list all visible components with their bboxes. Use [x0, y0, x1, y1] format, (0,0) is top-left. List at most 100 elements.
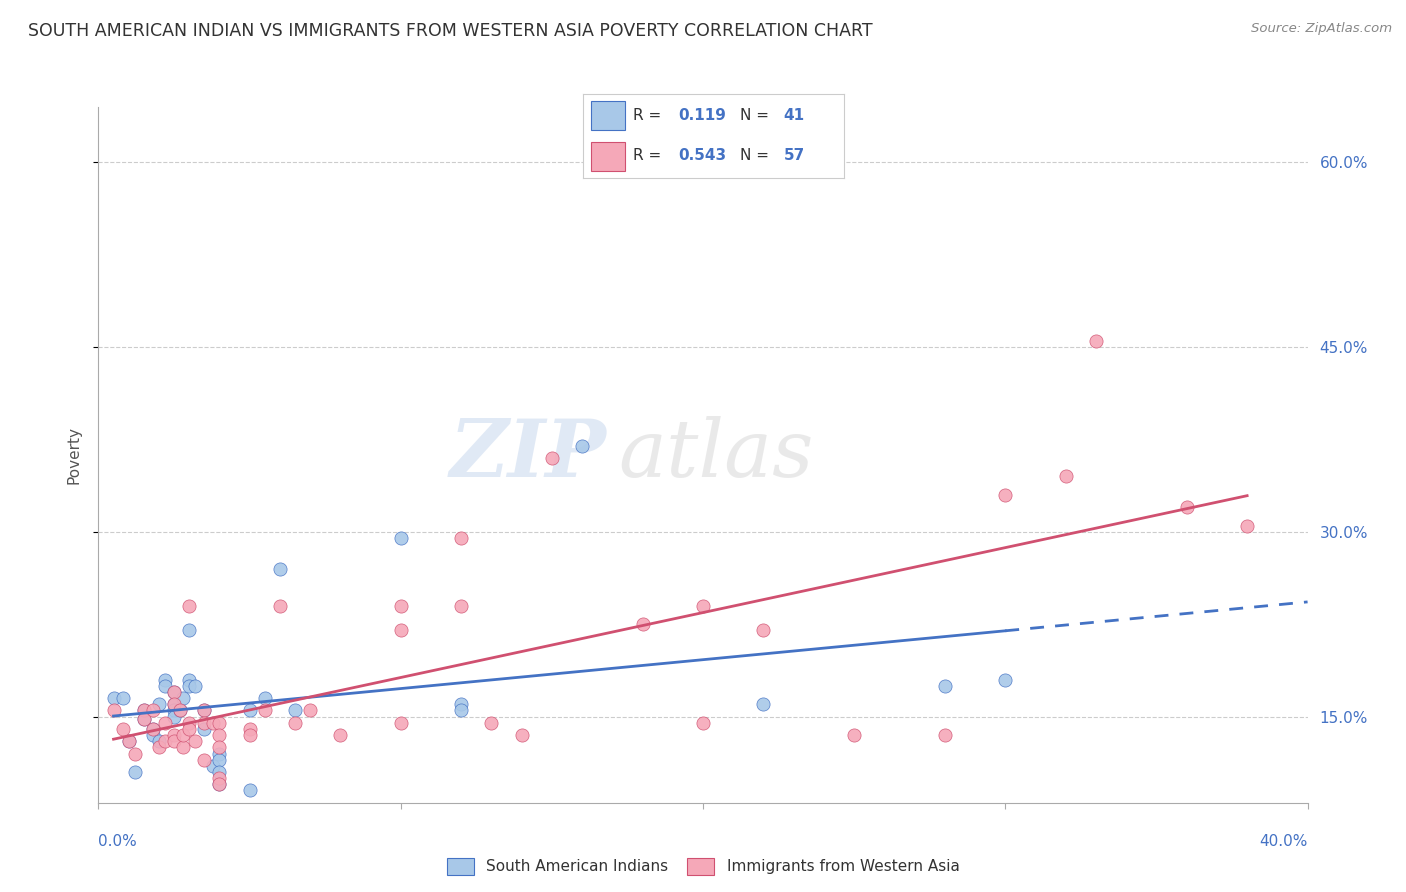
Point: [179, 679, 201, 693]
Point: [284, 703, 307, 717]
Point: [103, 691, 125, 706]
Point: [179, 599, 201, 613]
Text: SOUTH AMERICAN INDIAN VS IMMIGRANTS FROM WESTERN ASIA POVERTY CORRELATION CHART: SOUTH AMERICAN INDIAN VS IMMIGRANTS FROM…: [28, 22, 873, 40]
Text: 40.0%: 40.0%: [1260, 834, 1308, 849]
Text: 57: 57: [783, 148, 806, 163]
Point: [169, 703, 191, 717]
Point: [132, 712, 155, 726]
Point: [208, 728, 231, 742]
Point: [692, 715, 714, 730]
Point: [193, 722, 215, 736]
Point: [994, 488, 1017, 502]
Point: [163, 703, 186, 717]
Point: [1175, 500, 1198, 515]
Point: [253, 691, 276, 706]
Point: [481, 715, 503, 730]
Point: [118, 734, 141, 748]
Point: [1085, 334, 1108, 348]
Text: ZIP: ZIP: [450, 417, 606, 493]
Point: [111, 722, 134, 736]
Point: [184, 734, 207, 748]
Point: [450, 703, 472, 717]
Point: [142, 703, 165, 717]
Point: [172, 691, 194, 706]
Text: N =: N =: [740, 148, 773, 163]
Point: [132, 703, 155, 717]
Point: [450, 531, 472, 545]
Text: N =: N =: [740, 108, 773, 123]
Y-axis label: Poverty: Poverty: [66, 425, 82, 484]
Point: [153, 734, 176, 748]
Point: [111, 691, 134, 706]
FancyBboxPatch shape: [592, 102, 626, 130]
Text: 41: 41: [783, 108, 804, 123]
Point: [239, 703, 262, 717]
Point: [153, 715, 176, 730]
Point: [103, 703, 125, 717]
Point: [208, 771, 231, 785]
Point: [172, 728, 194, 742]
Point: [142, 728, 165, 742]
Point: [239, 722, 262, 736]
Point: [132, 703, 155, 717]
Text: atlas: atlas: [619, 417, 814, 493]
Point: [389, 715, 412, 730]
Point: [752, 698, 775, 712]
Point: [142, 722, 165, 736]
Text: R =: R =: [633, 108, 666, 123]
Point: [389, 531, 412, 545]
Point: [148, 698, 170, 712]
Point: [179, 673, 201, 687]
FancyBboxPatch shape: [592, 142, 626, 170]
Point: [179, 722, 201, 736]
Point: [208, 747, 231, 761]
Point: [142, 722, 165, 736]
Point: [631, 617, 654, 632]
Point: [934, 728, 956, 742]
Point: [284, 715, 307, 730]
Text: R =: R =: [633, 148, 666, 163]
Point: [172, 740, 194, 755]
Point: [153, 673, 176, 687]
Point: [193, 715, 215, 730]
Point: [844, 728, 866, 742]
Point: [994, 673, 1017, 687]
Point: [269, 599, 291, 613]
Legend: South American Indians, Immigrants from Western Asia: South American Indians, Immigrants from …: [447, 857, 959, 875]
Point: [179, 624, 201, 638]
Point: [169, 703, 191, 717]
Point: [450, 599, 472, 613]
Point: [124, 764, 146, 779]
Point: [163, 698, 186, 712]
Point: [299, 703, 322, 717]
Text: 0.0%: 0.0%: [98, 834, 138, 849]
Point: [269, 562, 291, 576]
Text: 0.119: 0.119: [679, 108, 727, 123]
Text: 0.543: 0.543: [679, 148, 727, 163]
Point: [752, 624, 775, 638]
Point: [208, 764, 231, 779]
Point: [934, 679, 956, 693]
Point: [184, 679, 207, 693]
Point: [389, 599, 412, 613]
Point: [193, 703, 215, 717]
Point: [208, 753, 231, 767]
Point: [118, 734, 141, 748]
Point: [148, 734, 170, 748]
Point: [202, 715, 225, 730]
Point: [163, 728, 186, 742]
Point: [153, 679, 176, 693]
Point: [1236, 518, 1258, 533]
Point: [132, 712, 155, 726]
Point: [208, 777, 231, 791]
Point: [692, 599, 714, 613]
Point: [163, 709, 186, 723]
Point: [208, 777, 231, 791]
Point: [329, 728, 352, 742]
Point: [193, 753, 215, 767]
Point: [202, 759, 225, 773]
Point: [163, 698, 186, 712]
Point: [179, 715, 201, 730]
Point: [148, 740, 170, 755]
Text: Source: ZipAtlas.com: Source: ZipAtlas.com: [1251, 22, 1392, 36]
